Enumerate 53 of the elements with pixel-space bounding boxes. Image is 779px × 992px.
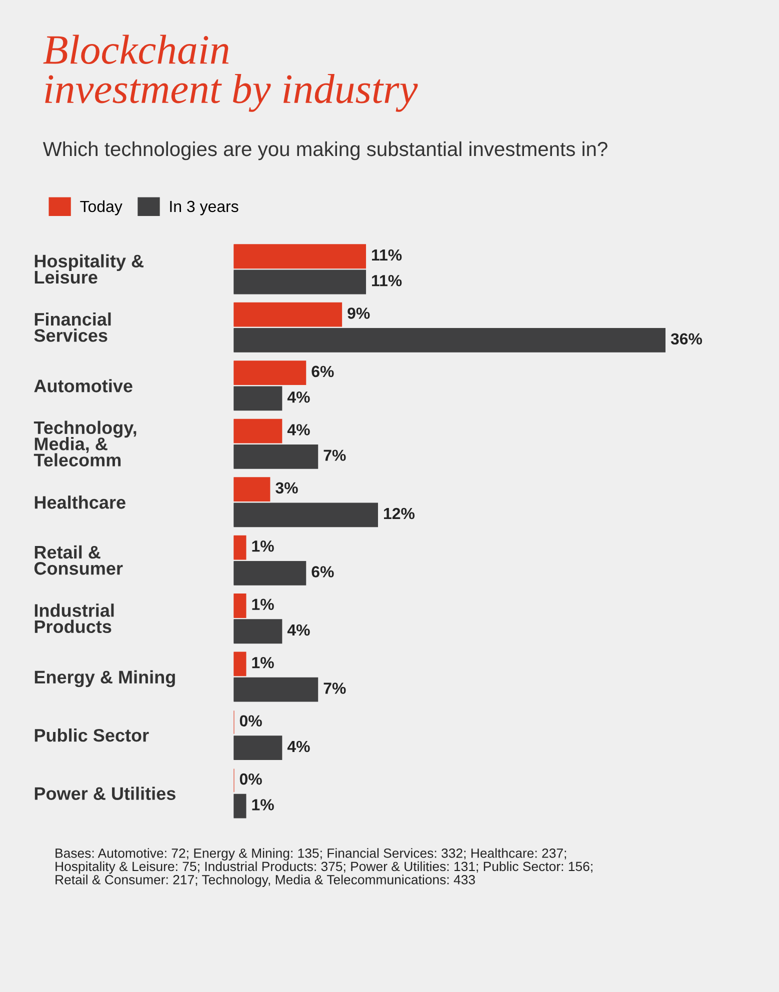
- data-label: 1%: [252, 540, 274, 552]
- bar: [234, 677, 318, 702]
- bar: [234, 619, 282, 644]
- data-label: 4%: [287, 740, 310, 752]
- bar: [234, 794, 246, 818]
- y-tick-label: Power & Utilities: [34, 786, 176, 800]
- y-tick-label: Automotive: [34, 379, 132, 392]
- data-label: 36%: [670, 333, 702, 345]
- bar: [234, 302, 342, 327]
- data-label: 6%: [312, 566, 334, 578]
- bar: [234, 736, 282, 760]
- bar: [234, 418, 282, 444]
- data-label: 1%: [252, 657, 274, 668]
- bar: [234, 652, 246, 676]
- data-label: 6%: [312, 366, 334, 378]
- y-tick-label: Public Sector: [34, 728, 149, 742]
- bar: [234, 386, 282, 411]
- data-label: 0%: [240, 715, 262, 726]
- data-label: 12%: [384, 508, 415, 520]
- data-label: 4%: [287, 624, 310, 636]
- bar: [234, 328, 666, 352]
- y-tick-label: Retail & Consumer: [34, 545, 123, 575]
- data-label: 11%: [372, 249, 402, 261]
- data-label: 9%: [348, 308, 370, 319]
- data-label: 7%: [324, 682, 346, 694]
- legend-label: Today: [80, 200, 122, 216]
- text: Bases: Automotive: 72; Energy & Mining: 135; Financial Services: 332; Healthcare: 237; Hospitality & Leisure: 75; Industrial Products: 375; Power & Utilities: 131; Public Sector: 156; Retail & Consumer: 217; Technology, Media & Telecommunications: 433: [56, 848, 592, 887]
- bar: [234, 444, 318, 469]
- data-label: 4%: [287, 391, 310, 403]
- y-tick-label: Energy & Mining: [34, 670, 175, 688]
- y-tick-label: Technology, Media, & Telecomm: [34, 420, 136, 466]
- y-tick-label: Hospitality & Leisure: [34, 254, 144, 284]
- bar: [234, 560, 306, 586]
- legend-label: In 3 years: [170, 200, 238, 216]
- bar: [234, 360, 306, 386]
- y-tick-label: Industrial Products: [34, 604, 114, 634]
- chart-title: Blockchain investment by industry: [43, 34, 418, 112]
- data-label: 1%: [252, 799, 274, 810]
- bar: [234, 594, 246, 618]
- bar: [234, 477, 270, 502]
- bar: [234, 244, 366, 269]
- bar: [234, 535, 246, 560]
- data-label: 0%: [240, 773, 262, 785]
- bar: [234, 502, 378, 528]
- data-label: 4%: [287, 424, 310, 436]
- bar: [234, 270, 366, 294]
- data-label: 3%: [276, 482, 298, 494]
- chart-subtitle: Which technologies are you making substantial investments in?: [42, 141, 608, 160]
- data-label: 7%: [324, 450, 346, 461]
- y-tick-label: Financial Services: [34, 312, 111, 342]
- data-label: 1%: [252, 598, 274, 610]
- y-tick-label: Healthcare: [34, 496, 126, 509]
- data-label: 11%: [372, 275, 402, 286]
